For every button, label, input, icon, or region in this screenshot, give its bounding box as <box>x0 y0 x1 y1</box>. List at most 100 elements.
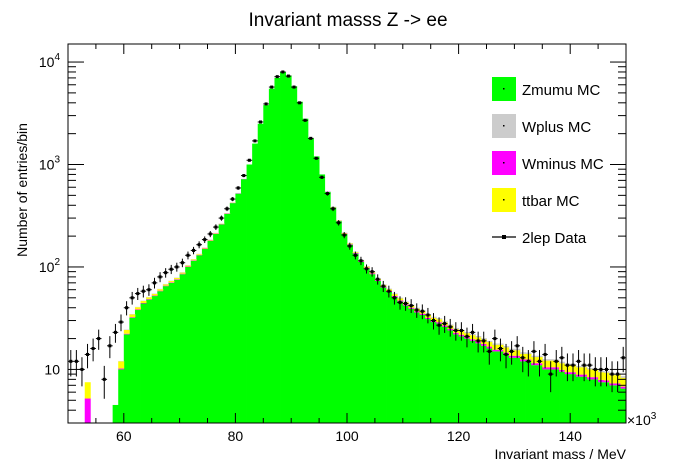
data-point <box>380 280 387 293</box>
data-point <box>79 357 85 387</box>
stack-bar <box>140 301 147 303</box>
stack-bar <box>402 305 409 423</box>
stack-bar <box>146 297 153 300</box>
stack-bar <box>174 278 180 280</box>
stack-bar <box>129 314 136 318</box>
stack-bar <box>134 307 141 310</box>
stack-bar <box>151 296 158 423</box>
stack-bar <box>240 179 247 423</box>
data-point <box>252 139 258 143</box>
stack-bar <box>118 369 125 423</box>
data-point <box>285 74 292 78</box>
data-point <box>134 287 141 301</box>
data-point <box>151 277 158 289</box>
x-axis-label: Invariant mass / MeV <box>495 446 627 462</box>
data-point <box>174 262 180 272</box>
stack-bar <box>162 286 169 423</box>
data-point <box>107 336 113 359</box>
data-point <box>436 317 442 335</box>
data-point <box>185 251 191 260</box>
stack-bar <box>84 382 91 399</box>
stack-bar <box>174 279 180 280</box>
x-tick-label: 120 <box>447 428 471 444</box>
stack-bar <box>436 323 443 423</box>
data-point <box>162 268 169 278</box>
stack-bar <box>263 105 270 423</box>
data-point <box>536 350 543 377</box>
data-point <box>118 314 124 332</box>
data-point <box>352 251 359 260</box>
x-tick-label: 80 <box>228 428 244 444</box>
data-point <box>441 315 448 333</box>
data-point <box>146 284 152 296</box>
stack-bar <box>201 248 208 423</box>
plot-area <box>68 70 627 424</box>
stack-bar <box>252 143 259 423</box>
legend-label: ttbar MC <box>522 193 580 210</box>
series-zmumu-mc <box>112 71 627 424</box>
data-point <box>307 136 314 140</box>
data-point <box>157 272 163 283</box>
stack-bar <box>218 224 225 423</box>
stack-bar <box>168 282 175 423</box>
data-point <box>397 296 403 310</box>
data-point <box>168 264 175 275</box>
stack-bar <box>190 259 197 261</box>
stack-bar <box>430 322 437 423</box>
stack-bar <box>162 284 169 286</box>
stack-bar <box>213 233 220 423</box>
stack-bar <box>134 309 141 311</box>
data-point <box>514 336 520 359</box>
data-point <box>408 299 414 314</box>
stack-bar <box>196 255 203 423</box>
stack-bar <box>246 164 253 423</box>
stack-bar <box>581 376 588 423</box>
data-point <box>129 291 135 305</box>
data-point <box>570 353 576 382</box>
data-point <box>564 353 571 382</box>
data-point <box>458 322 465 341</box>
stack-bar <box>207 239 214 241</box>
stack-bar <box>469 340 476 423</box>
stack-bar <box>620 376 627 378</box>
data-point <box>497 338 504 362</box>
legend-entry: Zmumu MC <box>492 77 601 101</box>
stack-bar <box>514 357 521 423</box>
stack-bar <box>458 336 465 423</box>
stack-bar <box>464 338 471 423</box>
data-point <box>469 323 476 343</box>
data-point <box>90 338 96 362</box>
stack-bar <box>419 314 426 423</box>
data-point <box>302 118 308 122</box>
data-point <box>207 230 214 238</box>
stack-bar <box>486 348 493 423</box>
legend-label: Wminus MC <box>522 156 604 173</box>
data-point <box>369 267 375 277</box>
data-point <box>218 215 225 221</box>
stack-bar <box>129 317 136 318</box>
stack-bar <box>274 77 281 423</box>
legend: Zmumu MC Wplus MC Wminus MC ttbar MC 2lep Da… <box>492 77 604 247</box>
stack-bar <box>614 385 621 423</box>
stack-bar <box>547 359 554 361</box>
data-point <box>179 258 186 268</box>
data-point <box>112 323 119 343</box>
y-axis: 10 102 103 104 <box>39 52 626 424</box>
stack-bar <box>335 221 342 423</box>
data-point <box>531 341 537 365</box>
data-point <box>598 357 604 387</box>
stack-bar <box>157 289 164 291</box>
stack-bar <box>185 266 192 423</box>
stack-bar <box>207 240 214 423</box>
stack-bar <box>140 302 147 304</box>
data-point <box>101 365 108 399</box>
data-point <box>213 224 219 231</box>
data-point <box>386 285 392 298</box>
data-point <box>224 206 230 212</box>
data-point <box>464 327 470 348</box>
stack-bar <box>508 357 515 423</box>
legend-label: Wplus MC <box>522 119 591 136</box>
data-point <box>419 304 426 320</box>
data-point <box>547 361 554 393</box>
